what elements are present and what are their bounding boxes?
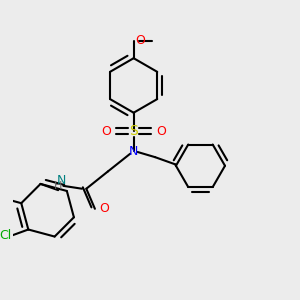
Text: S: S: [129, 124, 138, 138]
Text: Cl: Cl: [0, 229, 11, 242]
Text: O: O: [156, 125, 166, 138]
Text: H: H: [53, 181, 62, 191]
Text: O: O: [99, 202, 109, 215]
Text: O: O: [135, 34, 145, 47]
Text: O: O: [101, 125, 111, 138]
Text: N: N: [56, 174, 66, 187]
Text: N: N: [129, 145, 138, 158]
